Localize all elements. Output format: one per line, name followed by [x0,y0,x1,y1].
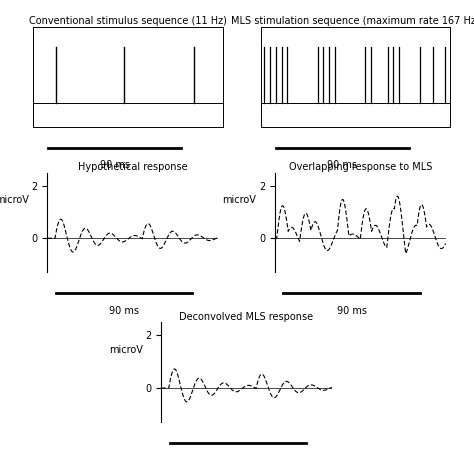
Title: Deconvolved MLS response: Deconvolved MLS response [180,311,313,321]
Text: microV: microV [0,196,29,206]
Text: 90 ms: 90 ms [327,160,357,170]
Title: MLS stimulation sequence (maximum rate 167 Hz): MLS stimulation sequence (maximum rate 1… [231,16,474,26]
Title: Hypothetical response: Hypothetical response [78,162,188,172]
Text: 90 ms: 90 ms [100,160,130,170]
Title: Overlapping response to MLS: Overlapping response to MLS [289,162,432,172]
Text: 90 ms: 90 ms [109,306,139,316]
Text: microV: microV [222,196,256,206]
Text: microV: microV [109,345,143,355]
Title: Conventional stimulus sequence (11 Hz): Conventional stimulus sequence (11 Hz) [29,16,227,26]
Text: 90 ms: 90 ms [337,306,367,316]
